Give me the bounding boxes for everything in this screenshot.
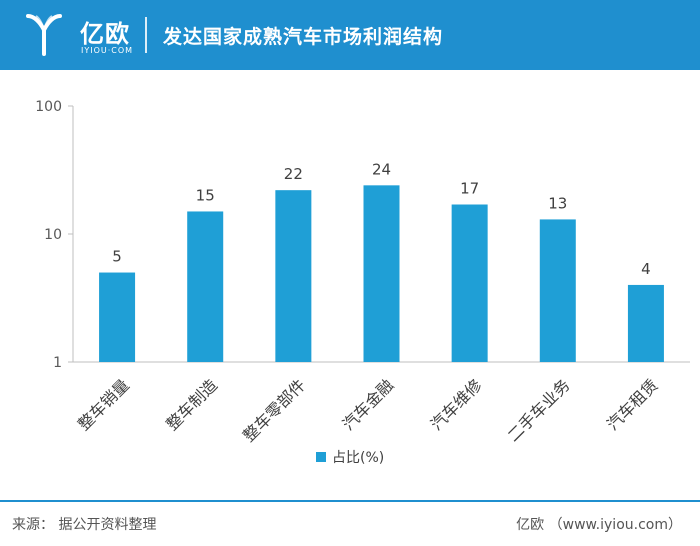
bar (275, 190, 312, 362)
bar (627, 284, 664, 362)
y-tick-label: 100 (35, 99, 62, 115)
bar (539, 219, 576, 362)
legend-label: 占比(%) (332, 450, 384, 466)
y-tick-label: 10 (44, 227, 62, 243)
x-tick-label: 汽车租赁 (603, 375, 662, 434)
data-label: 17 (460, 180, 479, 198)
data-label: 15 (196, 186, 215, 204)
bar (99, 272, 136, 362)
y-tick-label: 1 (53, 355, 62, 371)
data-label: 4 (641, 260, 651, 278)
data-label: 5 (112, 248, 122, 266)
source-note: 来源： 据公开资料整理 (12, 517, 157, 533)
bar (187, 211, 224, 362)
profit-structure-chart: 1 10 100 5 整车销量 15 整车制造 22 整车零部件 24 汽车金融 17 汽车维修 13 二手… (35, 99, 690, 466)
footer-divider (0, 500, 700, 502)
legend-swatch (316, 452, 326, 462)
brand-subtitle: IYIOU·COM (81, 46, 134, 55)
bar (363, 185, 400, 362)
x-tick-label: 汽车金融 (339, 375, 398, 434)
brand-name: 亿欧 (80, 20, 130, 48)
site-credit: 亿欧 （www.iyiou.com） (516, 517, 682, 533)
data-label: 13 (548, 194, 567, 212)
brand-logo[interactable]: 亿欧 IYIOU·COM (24, 10, 134, 60)
brand-logo-icon (26, 14, 62, 56)
x-tick-label: 汽车维修 (427, 375, 486, 434)
x-tick-label: 整车销量 (74, 375, 133, 434)
page-title: 发达国家成熟汽车市场利润结构 (163, 26, 444, 48)
data-label: 24 (372, 160, 391, 178)
header-divider (145, 17, 147, 53)
x-tick-label: 二手车业务 (504, 375, 574, 445)
data-label: 22 (284, 165, 303, 183)
x-tick-label: 整车零部件 (239, 375, 309, 445)
bar (451, 204, 488, 362)
x-tick-label: 整车制造 (162, 375, 221, 434)
header-bar: 亿欧 IYIOU·COM 发达国家成熟汽车市场利润结构 (0, 0, 700, 70)
